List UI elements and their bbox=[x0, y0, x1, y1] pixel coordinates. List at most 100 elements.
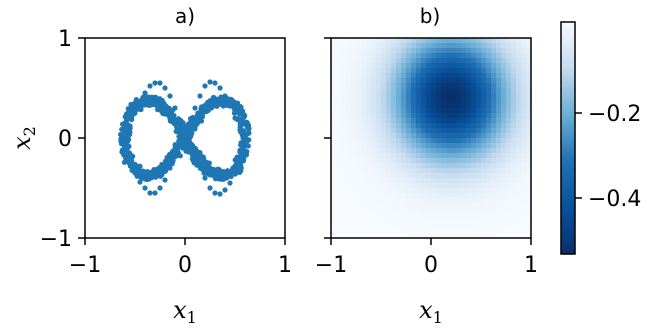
heatmap-cell bbox=[511, 133, 517, 139]
heatmap-cell bbox=[421, 228, 427, 234]
heatmap-cell bbox=[456, 118, 462, 124]
heatmap-cell bbox=[486, 63, 492, 69]
heatmap-cell bbox=[366, 123, 372, 129]
heatmap-cell bbox=[501, 183, 507, 189]
heatmap-cell bbox=[451, 163, 457, 169]
heatmap-cell bbox=[336, 113, 342, 119]
heatmap-cell bbox=[471, 178, 477, 184]
heatmap-cell bbox=[471, 68, 477, 74]
heatmap-cell bbox=[371, 153, 377, 159]
heatmap-cell bbox=[446, 83, 452, 89]
heatmap-cell bbox=[356, 108, 362, 114]
heatmap-cell bbox=[511, 53, 517, 59]
heatmap-cell bbox=[406, 118, 412, 124]
heatmap-cell bbox=[471, 223, 477, 229]
heatmap-cell bbox=[376, 193, 382, 199]
heatmap-cell bbox=[441, 128, 447, 134]
heatmap-cell bbox=[461, 128, 467, 134]
heatmap-cell bbox=[526, 118, 532, 124]
heatmap-cell bbox=[481, 73, 487, 79]
heatmap-cell bbox=[451, 143, 457, 149]
heatmap-cell bbox=[496, 203, 502, 209]
heatmap-cell bbox=[341, 198, 347, 204]
heatmap-cell bbox=[401, 223, 407, 229]
heatmap-cell bbox=[416, 113, 422, 119]
heatmap-cell bbox=[376, 73, 382, 79]
heatmap-cell bbox=[436, 193, 442, 199]
heatmap-cell bbox=[491, 93, 497, 99]
heatmap-cell bbox=[336, 213, 342, 219]
heatmap-cell bbox=[356, 68, 362, 74]
heatmap-cell bbox=[331, 108, 337, 114]
heatmap-cell bbox=[501, 178, 507, 184]
heatmap-cell bbox=[421, 73, 427, 79]
heatmap-cell bbox=[441, 228, 447, 234]
heatmap-cell bbox=[416, 53, 422, 59]
heatmap-cell bbox=[461, 163, 467, 169]
heatmap-cell bbox=[381, 58, 387, 64]
heatmap-cell bbox=[331, 53, 337, 59]
heatmap-cell bbox=[331, 113, 337, 119]
heatmap-cell bbox=[481, 168, 487, 174]
heatmap-cell bbox=[416, 38, 422, 44]
heatmap-cell bbox=[331, 223, 337, 229]
heatmap-cell bbox=[421, 108, 427, 114]
heatmap-cell bbox=[406, 43, 412, 49]
heatmap-cell bbox=[391, 68, 397, 74]
heatmap-cell bbox=[391, 158, 397, 164]
heatmap-cell bbox=[336, 203, 342, 209]
heatmap-cell bbox=[336, 123, 342, 129]
heatmap-cell bbox=[351, 228, 357, 234]
heatmap-cell bbox=[336, 193, 342, 199]
heatmap-cell bbox=[346, 53, 352, 59]
heatmap-cell bbox=[511, 48, 517, 54]
heatmap-cell bbox=[371, 118, 377, 124]
heatmap-cell bbox=[381, 73, 387, 79]
heatmap-cell bbox=[331, 78, 337, 84]
scatter-point bbox=[237, 110, 244, 116]
heatmap-cell bbox=[486, 143, 492, 149]
heatmap-cell bbox=[471, 123, 477, 129]
heatmap-cell bbox=[446, 193, 452, 199]
heatmap-cell bbox=[471, 83, 477, 89]
heatmap-cell bbox=[351, 63, 357, 69]
heatmap-cell bbox=[456, 193, 462, 199]
heatmap-cell bbox=[426, 133, 432, 139]
heatmap-cell bbox=[466, 78, 472, 84]
heatmap-cell bbox=[441, 168, 447, 174]
heatmap-cell bbox=[386, 213, 392, 219]
heatmap-cell bbox=[401, 188, 407, 194]
heatmap-cell bbox=[366, 103, 372, 109]
heatmap-cell bbox=[386, 68, 392, 74]
heatmap-cell bbox=[436, 113, 442, 119]
heatmap-cell bbox=[476, 228, 482, 234]
scatter-point bbox=[207, 185, 213, 191]
heatmap-cell bbox=[346, 83, 352, 89]
heatmap-cell bbox=[356, 113, 362, 119]
heatmap-cell bbox=[341, 173, 347, 179]
heatmap-cell bbox=[381, 163, 387, 169]
heatmap-cell bbox=[421, 123, 427, 129]
heatmap-cell bbox=[441, 203, 447, 209]
heatmap-cell bbox=[416, 143, 422, 149]
heatmap-cell bbox=[331, 203, 337, 209]
heatmap-cell bbox=[421, 213, 427, 219]
heatmap-cell bbox=[381, 213, 387, 219]
heatmap-cell bbox=[331, 68, 337, 74]
heatmap-cell bbox=[391, 48, 397, 54]
heatmap-cell bbox=[426, 73, 432, 79]
heatmap-cell bbox=[401, 48, 407, 54]
heatmap-cell bbox=[521, 68, 527, 74]
heatmap-cell bbox=[441, 68, 447, 74]
heatmap-cell bbox=[476, 188, 482, 194]
heatmap-cell bbox=[406, 78, 412, 84]
heatmap-cell bbox=[356, 178, 362, 184]
heatmap-cell bbox=[371, 83, 377, 89]
heatmap-cell bbox=[506, 138, 512, 144]
heatmap-cell bbox=[436, 93, 442, 99]
heatmap-cell bbox=[521, 118, 527, 124]
heatmap-cell bbox=[401, 118, 407, 124]
heatmap-cell bbox=[416, 118, 422, 124]
heatmap-cell bbox=[386, 58, 392, 64]
heatmap-cell bbox=[461, 223, 467, 229]
